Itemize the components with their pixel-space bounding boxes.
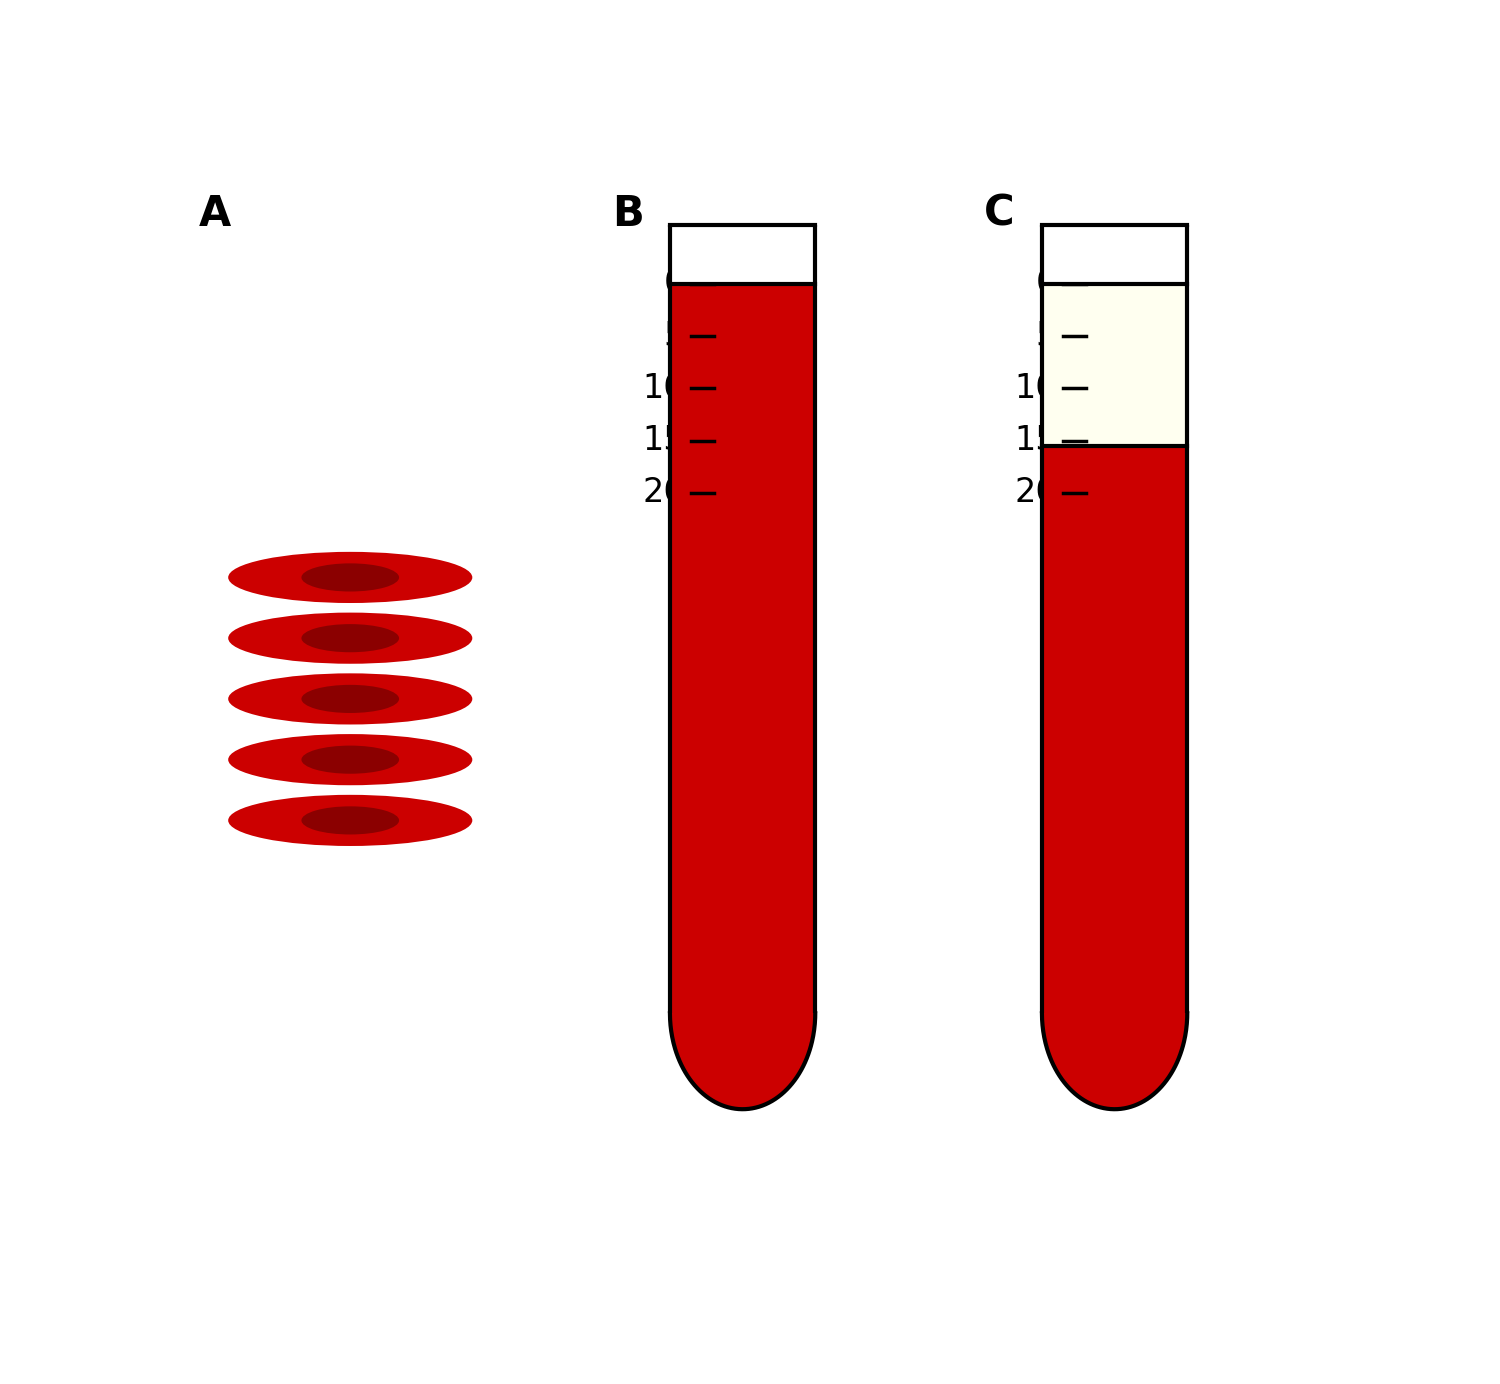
Bar (1042, 284, 1188, 446)
Ellipse shape (302, 807, 399, 835)
Ellipse shape (302, 685, 399, 713)
Text: 20: 20 (642, 476, 686, 509)
Ellipse shape (1042, 918, 1188, 1109)
Text: C: C (984, 192, 1014, 235)
Bar (1042, 224, 1188, 284)
Text: A: A (200, 192, 231, 235)
Text: 0: 0 (1036, 267, 1058, 300)
Ellipse shape (302, 563, 399, 591)
Bar (670, 918, 816, 1013)
Ellipse shape (228, 674, 472, 724)
Ellipse shape (228, 734, 472, 785)
Ellipse shape (228, 794, 472, 846)
Text: 5: 5 (664, 320, 686, 353)
Bar (670, 224, 816, 284)
Ellipse shape (670, 918, 816, 1109)
Bar (1042, 918, 1188, 1013)
Text: 10: 10 (1014, 372, 1058, 406)
Bar (670, 284, 816, 1013)
Ellipse shape (302, 746, 399, 774)
Bar (1042, 446, 1188, 1013)
Ellipse shape (302, 624, 399, 652)
Ellipse shape (228, 613, 472, 664)
Text: 15: 15 (642, 424, 686, 457)
Text: 10: 10 (642, 372, 686, 406)
Ellipse shape (228, 552, 472, 603)
Text: 15: 15 (1014, 424, 1058, 457)
Text: B: B (612, 192, 644, 235)
Text: 5: 5 (1036, 320, 1058, 353)
Text: 0: 0 (664, 267, 686, 300)
Text: 20: 20 (1014, 476, 1058, 509)
